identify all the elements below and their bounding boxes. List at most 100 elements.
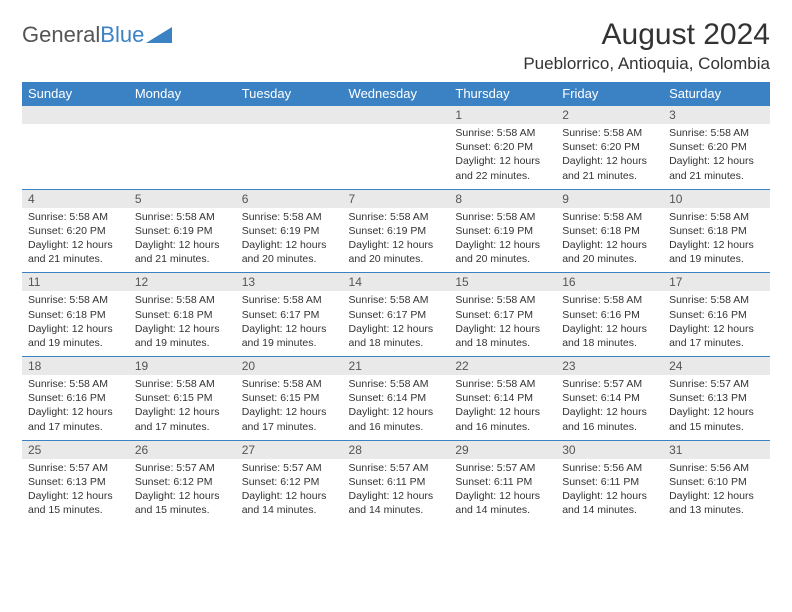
day-data-cell: Sunrise: 5:57 AMSunset: 6:11 PMDaylight:… [449, 459, 556, 524]
daylight-line: Daylight: 12 hours and 13 minutes. [669, 489, 764, 517]
sunrise-line: Sunrise: 5:56 AM [669, 461, 764, 475]
daylight-line: Daylight: 12 hours and 17 minutes. [242, 405, 337, 433]
sunset-line: Sunset: 6:13 PM [669, 391, 764, 405]
daylight-line: Daylight: 12 hours and 20 minutes. [455, 238, 550, 266]
sunrise-line: Sunrise: 5:57 AM [28, 461, 123, 475]
brand-name-1: General [22, 22, 100, 48]
daylight-line: Daylight: 12 hours and 19 minutes. [28, 322, 123, 350]
sunrise-line: Sunrise: 5:58 AM [669, 293, 764, 307]
day-number-cell: 26 [129, 440, 236, 459]
daylight-line: Daylight: 12 hours and 18 minutes. [562, 322, 657, 350]
day-number-cell: 29 [449, 440, 556, 459]
sunrise-line: Sunrise: 5:58 AM [455, 126, 550, 140]
sunrise-line: Sunrise: 5:58 AM [242, 377, 337, 391]
week-daynum-row: 45678910 [22, 189, 770, 208]
sunset-line: Sunset: 6:18 PM [669, 224, 764, 238]
calendar-body: 123Sunrise: 5:58 AMSunset: 6:20 PMDaylig… [22, 106, 770, 524]
day-data-cell: Sunrise: 5:58 AMSunset: 6:19 PMDaylight:… [343, 208, 450, 273]
day-data-cell: Sunrise: 5:58 AMSunset: 6:20 PMDaylight:… [22, 208, 129, 273]
calendar-table: Sunday Monday Tuesday Wednesday Thursday… [22, 82, 770, 523]
sunset-line: Sunset: 6:20 PM [28, 224, 123, 238]
sunset-line: Sunset: 6:17 PM [455, 308, 550, 322]
day-data-cell: Sunrise: 5:57 AMSunset: 6:13 PMDaylight:… [663, 375, 770, 440]
daylight-line: Daylight: 12 hours and 17 minutes. [669, 322, 764, 350]
week-daynum-row: 123 [22, 106, 770, 125]
day-number-cell: 9 [556, 189, 663, 208]
sunrise-line: Sunrise: 5:58 AM [135, 293, 230, 307]
day-data-cell: Sunrise: 5:58 AMSunset: 6:16 PMDaylight:… [556, 291, 663, 356]
day-data-cell: Sunrise: 5:57 AMSunset: 6:12 PMDaylight:… [129, 459, 236, 524]
dayhead-sun: Sunday [22, 82, 129, 106]
sunrise-line: Sunrise: 5:58 AM [455, 210, 550, 224]
sunrise-line: Sunrise: 5:58 AM [562, 210, 657, 224]
sunset-line: Sunset: 6:12 PM [242, 475, 337, 489]
daylight-line: Daylight: 12 hours and 21 minutes. [28, 238, 123, 266]
sunrise-line: Sunrise: 5:58 AM [562, 126, 657, 140]
sunrise-line: Sunrise: 5:58 AM [349, 293, 444, 307]
day-number-cell [22, 106, 129, 125]
sunrise-line: Sunrise: 5:58 AM [349, 210, 444, 224]
dayhead-tue: Tuesday [236, 82, 343, 106]
daylight-line: Daylight: 12 hours and 16 minutes. [562, 405, 657, 433]
sunrise-line: Sunrise: 5:56 AM [562, 461, 657, 475]
day-data-cell: Sunrise: 5:58 AMSunset: 6:17 PMDaylight:… [449, 291, 556, 356]
day-number-cell: 19 [129, 357, 236, 376]
day-number-cell: 25 [22, 440, 129, 459]
sunset-line: Sunset: 6:11 PM [455, 475, 550, 489]
sunset-line: Sunset: 6:17 PM [242, 308, 337, 322]
day-number-cell: 20 [236, 357, 343, 376]
sunrise-line: Sunrise: 5:57 AM [455, 461, 550, 475]
sunset-line: Sunset: 6:10 PM [669, 475, 764, 489]
week-daynum-row: 18192021222324 [22, 357, 770, 376]
day-data-cell: Sunrise: 5:58 AMSunset: 6:16 PMDaylight:… [22, 375, 129, 440]
day-number-cell: 28 [343, 440, 450, 459]
week-daynum-row: 25262728293031 [22, 440, 770, 459]
sunrise-line: Sunrise: 5:58 AM [242, 293, 337, 307]
day-number-cell: 21 [343, 357, 450, 376]
dayhead-mon: Monday [129, 82, 236, 106]
sunset-line: Sunset: 6:18 PM [562, 224, 657, 238]
daylight-line: Daylight: 12 hours and 16 minutes. [455, 405, 550, 433]
header: GeneralBlue August 2024 Pueblorrico, Ant… [22, 18, 770, 74]
sunset-line: Sunset: 6:17 PM [349, 308, 444, 322]
day-data-cell [236, 124, 343, 189]
day-data-cell: Sunrise: 5:58 AMSunset: 6:18 PMDaylight:… [556, 208, 663, 273]
week-daynum-row: 11121314151617 [22, 273, 770, 292]
day-data-cell: Sunrise: 5:58 AMSunset: 6:18 PMDaylight:… [663, 208, 770, 273]
month-title: August 2024 [523, 18, 770, 52]
daylight-line: Daylight: 12 hours and 16 minutes. [349, 405, 444, 433]
day-data-cell: Sunrise: 5:58 AMSunset: 6:18 PMDaylight:… [22, 291, 129, 356]
week-daydata-row: Sunrise: 5:58 AMSunset: 6:16 PMDaylight:… [22, 375, 770, 440]
sunset-line: Sunset: 6:14 PM [455, 391, 550, 405]
daylight-line: Daylight: 12 hours and 19 minutes. [669, 238, 764, 266]
day-data-cell: Sunrise: 5:58 AMSunset: 6:14 PMDaylight:… [449, 375, 556, 440]
sunrise-line: Sunrise: 5:58 AM [135, 377, 230, 391]
sunrise-line: Sunrise: 5:57 AM [135, 461, 230, 475]
day-data-cell: Sunrise: 5:57 AMSunset: 6:14 PMDaylight:… [556, 375, 663, 440]
day-data-cell: Sunrise: 5:57 AMSunset: 6:12 PMDaylight:… [236, 459, 343, 524]
day-data-cell: Sunrise: 5:58 AMSunset: 6:15 PMDaylight:… [236, 375, 343, 440]
sunset-line: Sunset: 6:15 PM [242, 391, 337, 405]
sunset-line: Sunset: 6:11 PM [562, 475, 657, 489]
daylight-line: Daylight: 12 hours and 15 minutes. [669, 405, 764, 433]
sunset-line: Sunset: 6:18 PM [135, 308, 230, 322]
sunset-line: Sunset: 6:18 PM [28, 308, 123, 322]
daylight-line: Daylight: 12 hours and 14 minutes. [562, 489, 657, 517]
sunset-line: Sunset: 6:16 PM [562, 308, 657, 322]
daylight-line: Daylight: 12 hours and 14 minutes. [242, 489, 337, 517]
day-number-cell: 14 [343, 273, 450, 292]
day-data-cell [22, 124, 129, 189]
day-data-cell: Sunrise: 5:58 AMSunset: 6:20 PMDaylight:… [556, 124, 663, 189]
sunrise-line: Sunrise: 5:58 AM [28, 377, 123, 391]
sunrise-line: Sunrise: 5:58 AM [455, 377, 550, 391]
daylight-line: Daylight: 12 hours and 15 minutes. [28, 489, 123, 517]
sunset-line: Sunset: 6:19 PM [242, 224, 337, 238]
sunrise-line: Sunrise: 5:58 AM [135, 210, 230, 224]
day-number-cell [343, 106, 450, 125]
week-daydata-row: Sunrise: 5:58 AMSunset: 6:20 PMDaylight:… [22, 208, 770, 273]
day-number-cell: 16 [556, 273, 663, 292]
sunset-line: Sunset: 6:15 PM [135, 391, 230, 405]
daylight-line: Daylight: 12 hours and 18 minutes. [455, 322, 550, 350]
day-number-cell: 30 [556, 440, 663, 459]
day-number-cell: 8 [449, 189, 556, 208]
